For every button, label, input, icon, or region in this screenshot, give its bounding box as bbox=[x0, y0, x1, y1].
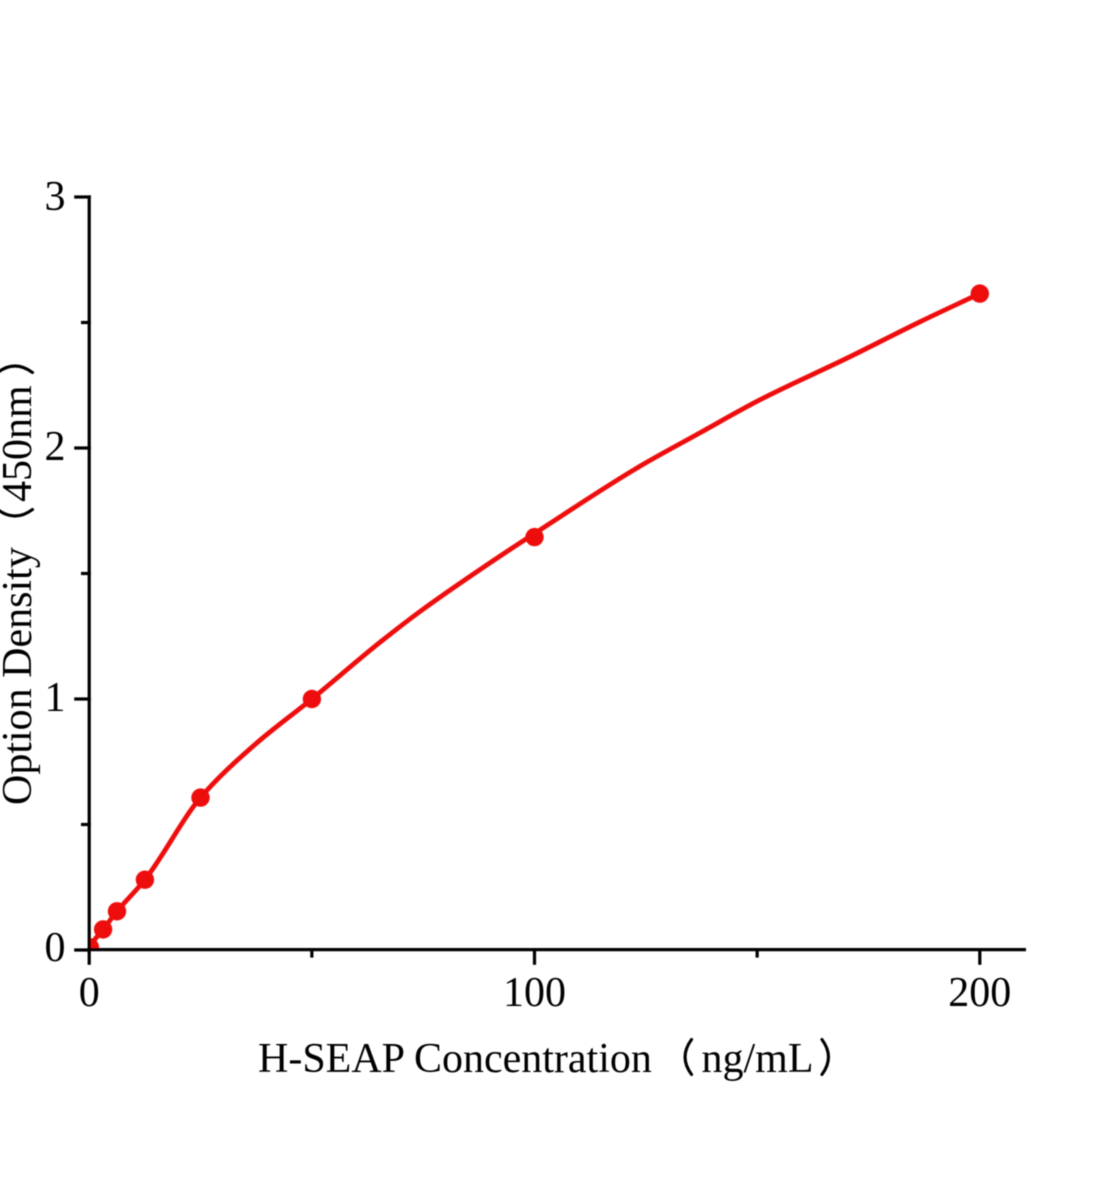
svg-text:450nm: 450nm bbox=[0, 385, 41, 502]
svg-text:H-SEAP Concentration: H-SEAP Concentration bbox=[258, 1036, 652, 1082]
svg-text:Option Density: Option Density bbox=[0, 547, 41, 805]
svg-text:2: 2 bbox=[45, 424, 66, 470]
svg-text:100: 100 bbox=[503, 970, 566, 1016]
svg-text:ng/mL: ng/mL bbox=[702, 1036, 814, 1082]
svg-text:3: 3 bbox=[45, 174, 66, 220]
svg-text:200: 200 bbox=[948, 970, 1011, 1016]
svg-text:0: 0 bbox=[45, 925, 66, 971]
svg-text:0: 0 bbox=[79, 970, 100, 1016]
svg-text:1: 1 bbox=[45, 675, 66, 721]
